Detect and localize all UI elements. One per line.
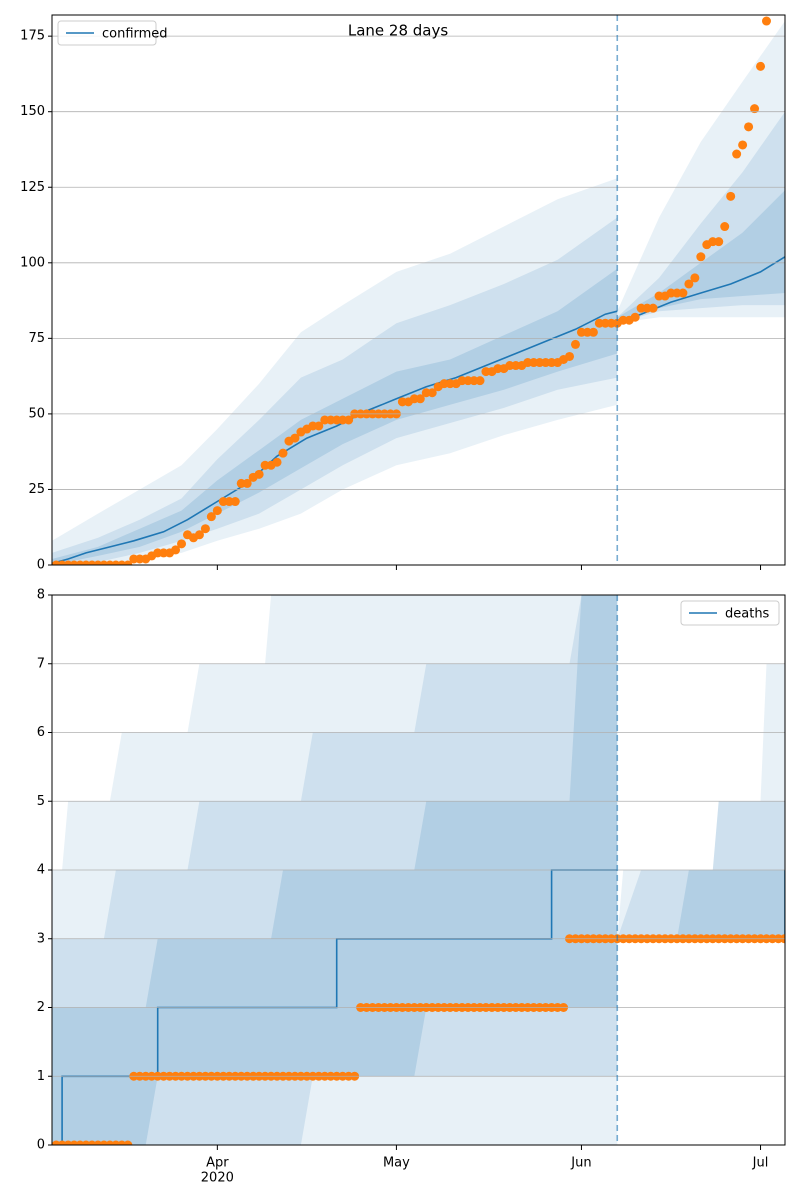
point — [278, 448, 288, 458]
line — [52, 256, 785, 565]
y-tick-label: 3 — [37, 931, 45, 946]
legend-box — [57, 20, 157, 46]
y-tick-label: 8 — [37, 588, 45, 603]
point — [761, 16, 771, 26]
y-tick-label: 175 — [20, 29, 45, 44]
point — [230, 497, 240, 507]
point — [427, 388, 437, 398]
point — [206, 512, 216, 522]
point — [200, 524, 210, 534]
x-tick-sublabel: 2020 — [201, 1171, 234, 1186]
point — [194, 530, 204, 540]
x-tick-label: Jun — [570, 1156, 591, 1171]
y-tick-label: 0 — [37, 558, 45, 573]
point — [565, 351, 575, 361]
point — [756, 61, 766, 71]
point — [684, 279, 694, 289]
point — [475, 376, 485, 386]
y-tick-label: 5 — [37, 794, 45, 809]
y-tick-label: 125 — [20, 180, 45, 195]
chart-title: Lane 28 days — [348, 22, 448, 40]
legend-label: confirmed — [102, 27, 168, 42]
point — [690, 273, 700, 283]
plot-frame — [51, 14, 786, 566]
point — [630, 312, 640, 322]
point — [750, 104, 760, 114]
point — [123, 560, 133, 565]
point — [254, 469, 264, 479]
x-tick-label: Apr — [206, 1156, 229, 1171]
point — [738, 140, 748, 150]
y-tick-label: 75 — [28, 331, 45, 346]
point — [570, 339, 580, 349]
point — [588, 327, 598, 337]
point — [344, 415, 354, 425]
point — [732, 149, 742, 159]
point — [696, 252, 706, 262]
y-tick-label: 150 — [20, 104, 45, 119]
point — [272, 457, 282, 467]
point — [744, 122, 754, 132]
point — [714, 237, 724, 247]
y-tick-label: 2 — [37, 1000, 45, 1015]
y-tick-label: 100 — [20, 255, 45, 270]
point — [726, 191, 736, 201]
y-tick-label: 7 — [37, 656, 45, 671]
y-tick-label: 25 — [28, 482, 45, 497]
point — [123, 1140, 133, 1145]
plot-frame — [51, 594, 786, 1146]
point — [212, 506, 222, 516]
y-tick-label: 1 — [37, 1069, 45, 1084]
x-tick-label: May — [383, 1156, 410, 1171]
y-tick-label: 6 — [37, 725, 45, 740]
legend-label: deaths — [725, 607, 770, 622]
x-tick-label: Jul — [752, 1156, 769, 1171]
point — [177, 539, 187, 549]
confidence-band — [52, 21, 785, 565]
point — [720, 222, 730, 232]
point — [678, 288, 688, 298]
confidence-band — [52, 190, 785, 565]
point — [415, 394, 425, 404]
y-tick-label: 50 — [28, 406, 45, 421]
point — [314, 421, 324, 431]
y-tick-label: 0 — [37, 1138, 45, 1153]
y-tick-label: 4 — [37, 863, 45, 878]
point — [242, 478, 252, 488]
point — [171, 545, 181, 555]
legend-box — [680, 600, 780, 626]
point — [290, 433, 300, 443]
panel — [52, 16, 785, 565]
panel — [52, 595, 785, 1145]
point — [648, 303, 658, 313]
